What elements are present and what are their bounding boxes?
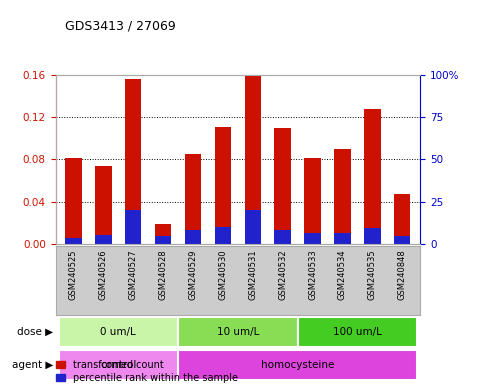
Bar — [394, 237, 411, 244]
Text: GSM240533: GSM240533 — [308, 249, 317, 300]
Bar — [215, 127, 231, 244]
Bar — [65, 158, 82, 244]
Bar — [274, 230, 291, 244]
Bar — [95, 235, 112, 244]
Bar — [334, 149, 351, 244]
Text: agent ▶: agent ▶ — [12, 360, 53, 370]
Text: GSM240528: GSM240528 — [158, 249, 168, 300]
Bar — [65, 237, 82, 244]
Bar — [185, 154, 201, 244]
Legend: transformed count, percentile rank within the sample: transformed count, percentile rank withi… — [56, 360, 238, 383]
Text: GDS3413 / 27069: GDS3413 / 27069 — [65, 20, 176, 33]
Text: GSM240532: GSM240532 — [278, 249, 287, 300]
Bar — [58, 350, 178, 379]
Bar — [244, 210, 261, 244]
Text: 0 um/L: 0 um/L — [100, 327, 136, 337]
Text: GSM240531: GSM240531 — [248, 249, 257, 300]
Bar — [394, 194, 411, 244]
Bar — [304, 158, 321, 244]
Bar — [215, 227, 231, 244]
Bar — [155, 224, 171, 244]
Text: GSM240848: GSM240848 — [398, 249, 407, 300]
Text: control: control — [100, 360, 137, 370]
Bar — [185, 230, 201, 244]
Text: dose ▶: dose ▶ — [17, 327, 53, 337]
Bar — [304, 233, 321, 244]
Bar — [244, 76, 261, 244]
Bar — [155, 237, 171, 244]
Bar — [364, 228, 381, 244]
Bar — [95, 166, 112, 244]
Bar — [58, 318, 178, 347]
Bar — [125, 210, 142, 244]
Text: 100 um/L: 100 um/L — [333, 327, 382, 337]
Text: GSM240529: GSM240529 — [188, 249, 198, 300]
Bar — [334, 233, 351, 244]
Bar — [125, 79, 142, 244]
Text: GSM240525: GSM240525 — [69, 249, 78, 300]
Bar — [298, 318, 417, 347]
Bar — [178, 350, 417, 379]
Text: homocysteine: homocysteine — [261, 360, 334, 370]
Text: GSM240534: GSM240534 — [338, 249, 347, 300]
Bar — [178, 318, 298, 347]
Text: GSM240526: GSM240526 — [99, 249, 108, 300]
Text: 10 um/L: 10 um/L — [217, 327, 259, 337]
Text: GSM240535: GSM240535 — [368, 249, 377, 300]
Bar — [364, 109, 381, 244]
Text: GSM240530: GSM240530 — [218, 249, 227, 300]
Bar — [274, 127, 291, 244]
Text: GSM240527: GSM240527 — [129, 249, 138, 300]
